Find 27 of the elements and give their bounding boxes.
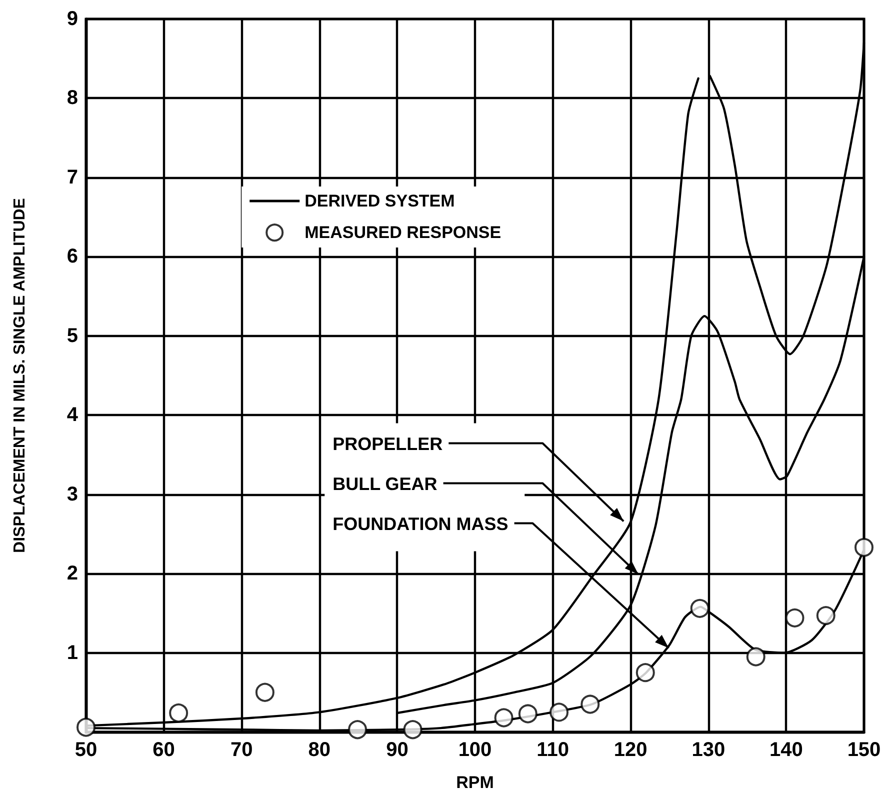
x-tick-label: 110 bbox=[536, 739, 569, 761]
annotation: PROPELLER bbox=[332, 434, 443, 454]
x-tick-label: 100 bbox=[458, 739, 492, 761]
x-tick-label: 120 bbox=[614, 739, 648, 761]
y-axis-title: DISPLACEMENT IN MILS. SINGLE AMPLITUDE bbox=[12, 198, 28, 553]
y-tick-label: 7 bbox=[66, 166, 78, 188]
legend-label: DERIVED SYSTEM bbox=[304, 192, 455, 211]
x-tick-label: 80 bbox=[308, 739, 331, 761]
x-tick-label: 90 bbox=[386, 739, 408, 761]
x-tick-label: 150 bbox=[847, 739, 881, 761]
y-tick-label: 6 bbox=[66, 246, 78, 268]
x-tick-label: 140 bbox=[770, 739, 803, 761]
y-tick-label: 3 bbox=[66, 483, 78, 506]
x-tick-label: 130 bbox=[692, 739, 726, 761]
legend-label: MEASURED RESPONSE bbox=[304, 223, 502, 242]
x-axis-title: RPM bbox=[456, 773, 494, 792]
y-tick-label: 9 bbox=[66, 8, 78, 30]
x-tick-label: 70 bbox=[230, 739, 253, 761]
y-tick-label: 8 bbox=[66, 87, 78, 110]
y-tick-label: 4 bbox=[66, 404, 79, 426]
annotation: FOUNDATION MASS bbox=[332, 514, 508, 534]
y-tick-label: 1 bbox=[66, 642, 78, 664]
annotation: BULL GEAR bbox=[332, 474, 438, 494]
y-tick-label: 2 bbox=[66, 562, 78, 585]
x-tick-label: 50 bbox=[74, 739, 98, 761]
x-tick-label: 60 bbox=[152, 739, 175, 761]
y-tick-label: 5 bbox=[66, 324, 78, 347]
